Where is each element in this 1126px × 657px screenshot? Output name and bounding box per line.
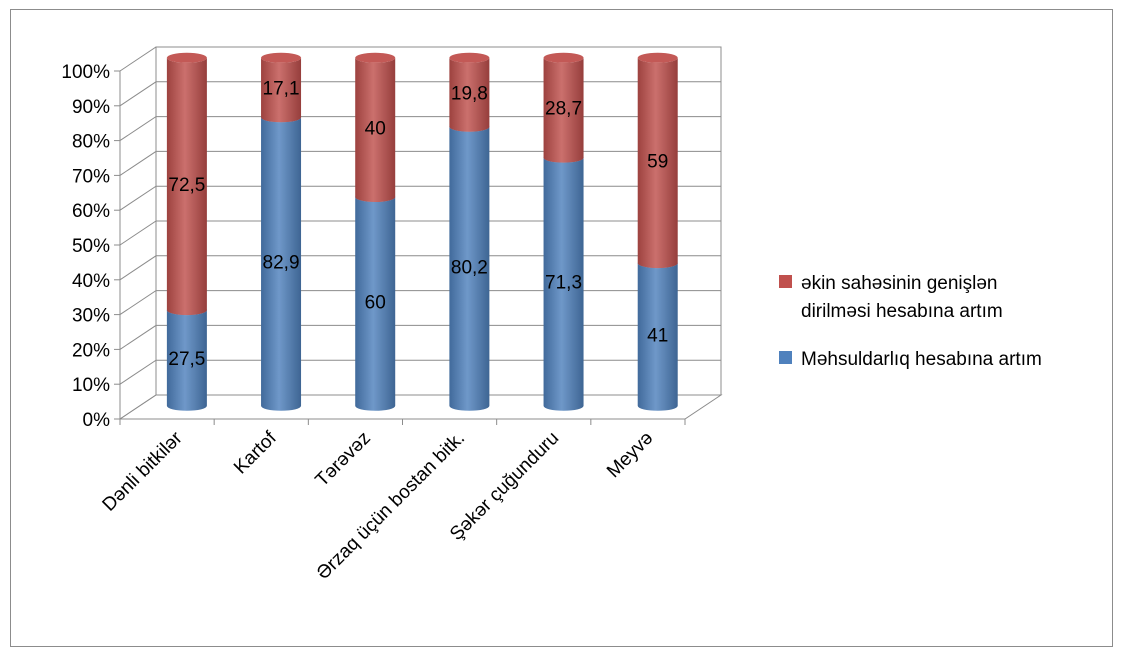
data-label: 40 bbox=[365, 118, 386, 139]
bar-segment bbox=[449, 126, 490, 411]
bars bbox=[166, 52, 678, 411]
y-tick-label: 100% bbox=[61, 62, 110, 83]
legend-swatch bbox=[779, 351, 792, 364]
bar-segment bbox=[637, 57, 678, 269]
gridline bbox=[119, 290, 721, 316]
bar-segment bbox=[166, 310, 207, 411]
legend-label: Məhsuldarlıq hesabına artım bbox=[801, 349, 1042, 370]
gridlines bbox=[119, 46, 721, 420]
gridline bbox=[119, 185, 721, 211]
y-tick-label: 60% bbox=[72, 201, 110, 222]
bar-segment bbox=[261, 57, 302, 123]
legend-label: dirilməsi hesabına artım bbox=[801, 301, 1003, 322]
y-tick-label: 40% bbox=[72, 271, 110, 292]
data-label: 19,8 bbox=[451, 83, 488, 104]
y-tick-label: 80% bbox=[72, 132, 110, 153]
gridline bbox=[119, 324, 721, 350]
gridline bbox=[119, 46, 721, 72]
bar-top-cap bbox=[449, 52, 490, 63]
bar-segment bbox=[261, 117, 302, 411]
bar-segment bbox=[543, 157, 584, 411]
y-tick-label: 20% bbox=[72, 340, 110, 361]
data-label: 80,2 bbox=[451, 257, 488, 278]
legend: əkin sahəsinin genişlən dirilməsi hesabın… bbox=[779, 273, 1042, 370]
floor bbox=[118, 394, 723, 420]
gridline bbox=[119, 359, 721, 385]
y-tick-label: 90% bbox=[72, 97, 110, 118]
category-label: Kartof bbox=[230, 427, 281, 478]
y-tick-label: 70% bbox=[72, 166, 110, 187]
bar-segment bbox=[355, 197, 396, 411]
bar-segment bbox=[449, 57, 490, 132]
gridline bbox=[119, 255, 721, 281]
gridline bbox=[119, 394, 721, 420]
plot-walls bbox=[118, 46, 723, 420]
gridline bbox=[119, 220, 721, 246]
category-label: Meyvə bbox=[603, 428, 657, 482]
data-label: 72,5 bbox=[168, 175, 205, 196]
bar-segment bbox=[637, 263, 678, 411]
bar-top-cap bbox=[543, 52, 584, 63]
y-tick-label: 0% bbox=[83, 410, 111, 431]
data-label: 60 bbox=[365, 292, 386, 313]
gridline bbox=[119, 81, 721, 107]
data-label: 17,1 bbox=[263, 79, 300, 100]
bar-top-cap bbox=[355, 52, 396, 63]
data-label: 59 bbox=[647, 151, 668, 172]
bar-top-cap bbox=[261, 52, 302, 63]
bar-top-cap bbox=[637, 52, 678, 63]
data-label: 28,7 bbox=[545, 99, 582, 120]
bar-segment bbox=[543, 57, 584, 163]
bar-segment bbox=[166, 57, 207, 316]
data-label: 82,9 bbox=[263, 253, 300, 274]
data-label: 41 bbox=[647, 325, 668, 346]
legend-label: əkin sahəsinin genişlən bbox=[801, 273, 997, 294]
data-label: 71,3 bbox=[545, 273, 582, 294]
category-label: Tərəvəz bbox=[312, 428, 375, 491]
legend-swatch bbox=[779, 275, 792, 288]
category-label: Dənli bitkilər bbox=[99, 427, 187, 515]
data-label: 27,5 bbox=[168, 349, 205, 370]
gridline bbox=[119, 150, 721, 176]
gridline bbox=[119, 116, 721, 142]
bar-top-cap bbox=[166, 52, 207, 63]
y-tick-label: 50% bbox=[72, 236, 110, 257]
bar-segment bbox=[355, 57, 396, 202]
y-tick-label: 10% bbox=[72, 375, 110, 396]
data-labels: 27,5 72,5 82,9 17,1 60 40 80,2 19,8 71,3 28,7 41 59 bbox=[168, 79, 668, 370]
y-tick-label: 30% bbox=[72, 306, 110, 327]
